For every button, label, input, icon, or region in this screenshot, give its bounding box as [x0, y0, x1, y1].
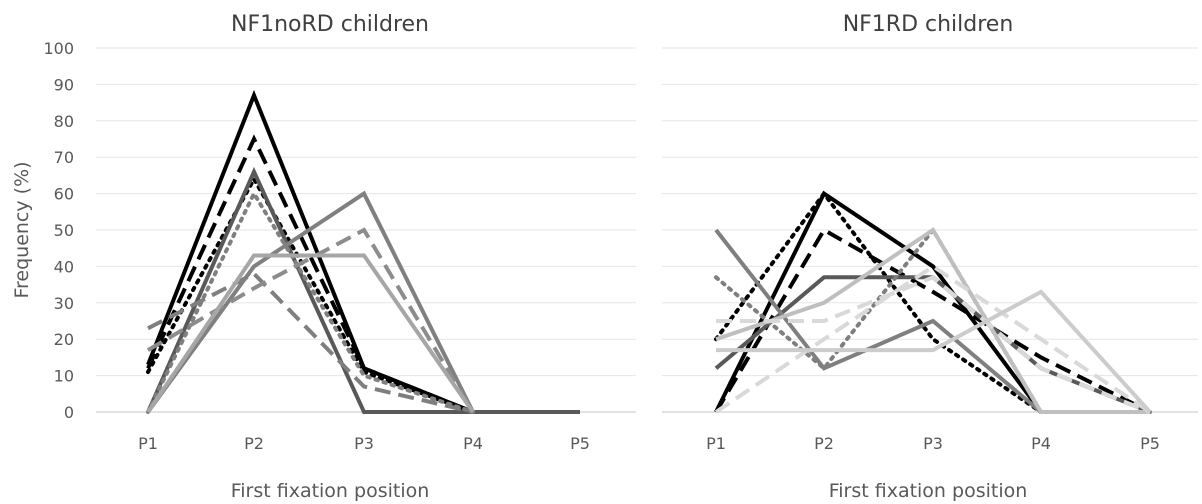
- left-x-tick-label: P3: [354, 434, 374, 453]
- right-series-line-10: [716, 289, 1152, 414]
- right-series-line-8: [716, 274, 1151, 414]
- left-x-tick-label: P4: [463, 434, 483, 453]
- y-tick-label: 0: [64, 403, 74, 422]
- y-tick-label: 10: [54, 367, 74, 386]
- y-tick-label: 90: [54, 75, 74, 94]
- y-axis-label: Frequency (%): [11, 161, 33, 298]
- plot-area-right: P1 P2 P3 P4 P5: [662, 47, 1198, 453]
- y-tick-label: 100: [43, 39, 74, 58]
- left-series-line-8: [146, 227, 475, 414]
- plot-area-left: 0 10 20 30 40 50 60 70 80 90 100 P1 P2 P3 P4 P5: [43, 39, 636, 453]
- left-series-line-6: [146, 189, 475, 414]
- chart-title-right: NF1RD children: [843, 12, 1014, 37]
- y-tick-label: 60: [54, 185, 74, 204]
- right-series-line-9: [714, 263, 1152, 414]
- y-tick-label: 70: [54, 148, 74, 167]
- x-axis-label-right: First fixation position: [829, 480, 1028, 502]
- right-series-line-2: [714, 227, 1151, 414]
- y-tick-label: 50: [54, 221, 74, 240]
- left-x-tick-label: P5: [570, 434, 590, 453]
- right-x-tick-label: P5: [1140, 434, 1160, 453]
- left-x-tick-label: P2: [244, 434, 264, 453]
- left-series-line-2: [146, 134, 474, 414]
- left-series-line-7: [146, 190, 475, 414]
- right-x-tick-label: P2: [814, 434, 834, 453]
- left-series-line-9: [146, 253, 475, 414]
- y-tick-label: 40: [54, 257, 74, 276]
- left-x-tick-label: P1: [138, 434, 158, 453]
- y-tick-label: 80: [54, 112, 74, 131]
- x-axis-label-left: First fixation position: [231, 480, 430, 502]
- right-series-line-4: [714, 275, 1151, 414]
- right-x-tick-label: P4: [1031, 434, 1051, 453]
- right-series-line-7: [715, 227, 1150, 414]
- left-series-line-4: [146, 166, 580, 414]
- right-x-tick-label: P1: [706, 434, 726, 453]
- chart-title-left: NF1noRD children: [231, 12, 429, 37]
- right-x-tick-label: P3: [923, 434, 943, 453]
- y-tick-label: 30: [54, 294, 74, 313]
- y-tick-label: 20: [54, 330, 74, 349]
